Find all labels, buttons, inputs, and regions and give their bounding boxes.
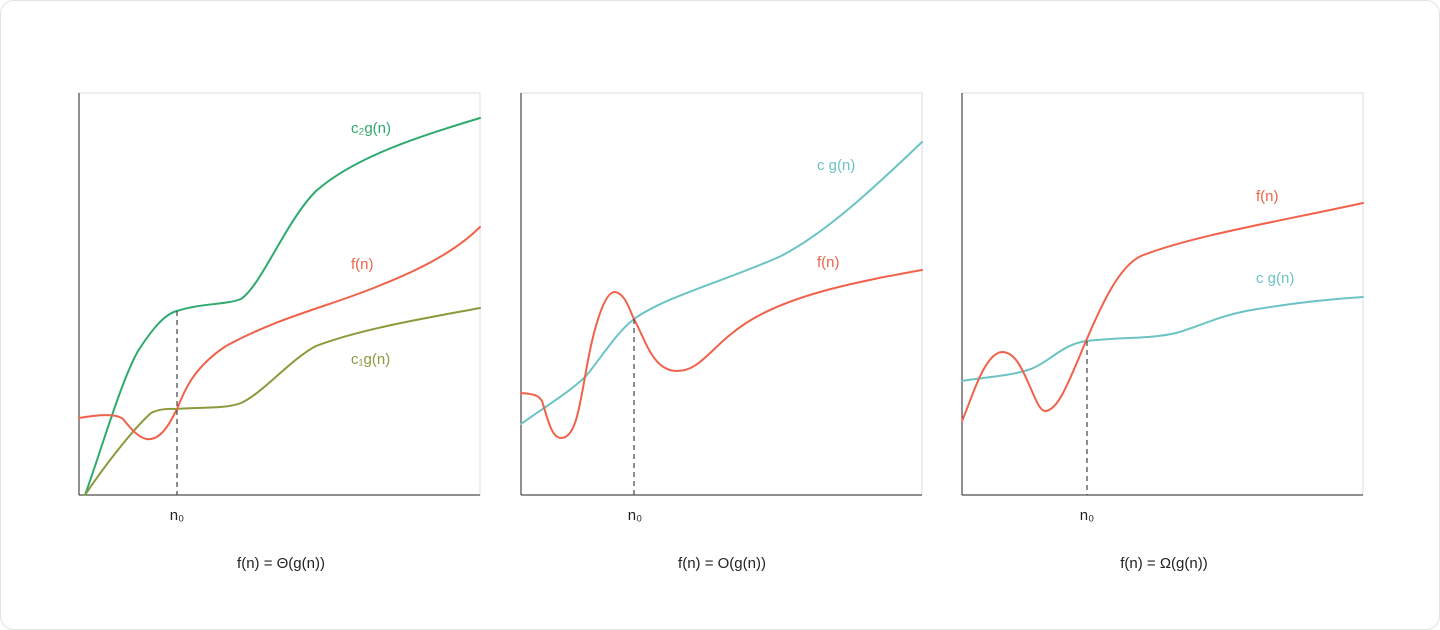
panel-omega-n0-label: n₀ <box>1080 507 1095 524</box>
panel-theta-c1g-curve <box>84 307 481 496</box>
panel-omega-f-curve <box>961 202 1364 422</box>
panel-theta: c₂g(n) f(n) c₁g(n) n₀ f(n) = Θ(g(n)) <box>78 92 481 572</box>
panel-theta-c1g-label: c₁g(n) <box>351 351 390 368</box>
panel-big-o-f-label: f(n) <box>817 254 840 271</box>
panel-theta-f-curve <box>78 226 481 441</box>
panel-big-o-f-curve <box>520 269 923 439</box>
panel-big-o-cg-label: c g(n) <box>817 157 855 174</box>
panel-omega-cg-label: c g(n) <box>1256 270 1294 287</box>
panel-omega: f(n) c g(n) n₀ f(n) = Ω(g(n)) <box>961 92 1364 572</box>
panel-theta-f-label: f(n) <box>351 256 374 273</box>
panel-big-o-frame <box>520 92 923 496</box>
panel-omega-f-label: f(n) <box>1256 188 1279 205</box>
panel-big-o-caption: f(n) = O(g(n)) <box>678 555 766 572</box>
panel-theta-c2g-label: c₂g(n) <box>351 120 391 137</box>
panel-big-o-cg-curve <box>520 141 923 425</box>
panel-theta-c2g-curve <box>84 117 481 496</box>
panel-big-o: c g(n) f(n) n₀ f(n) = O(g(n)) <box>520 92 923 572</box>
panel-omega-frame <box>961 92 1364 496</box>
panel-theta-n0-label: n₀ <box>170 507 185 524</box>
panel-theta-caption: f(n) = Θ(g(n)) <box>237 555 325 572</box>
panel-omega-caption: f(n) = Ω(g(n)) <box>1120 555 1207 572</box>
panel-big-o-n0-label: n₀ <box>628 507 643 524</box>
panel-omega-cg-curve <box>961 296 1364 382</box>
